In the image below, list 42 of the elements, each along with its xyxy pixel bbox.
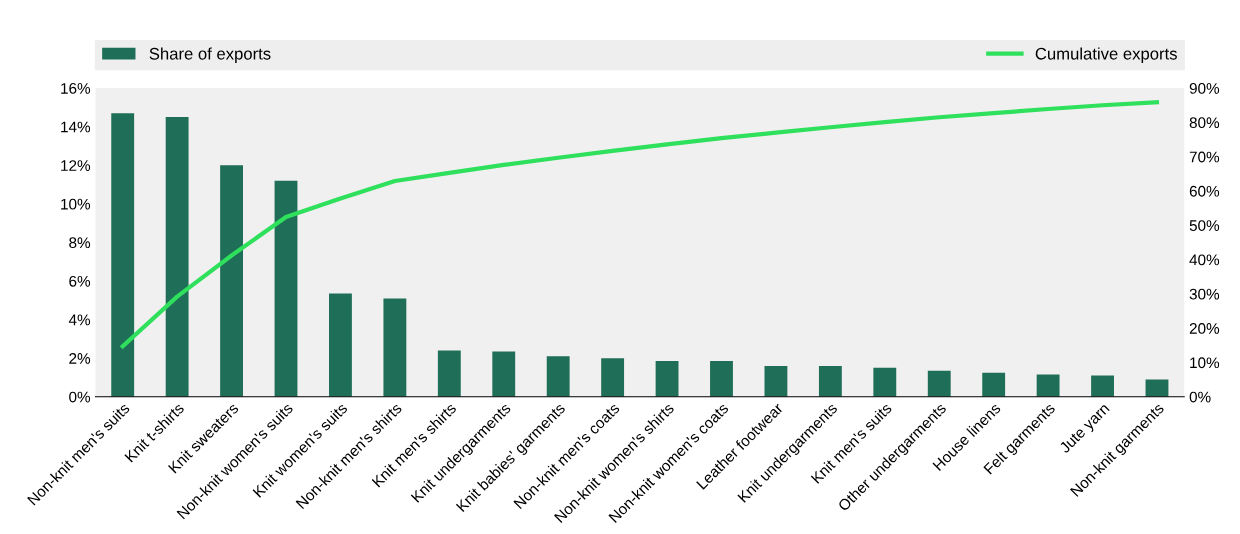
y2-tick-label: 30% <box>1189 288 1220 300</box>
y-tick-label: 6% <box>69 275 91 287</box>
line-series <box>120 100 1160 349</box>
y2-tick-label: 20% <box>1189 323 1220 334</box>
bar <box>492 351 516 397</box>
y-tick-label: 12% <box>61 160 91 171</box>
y2-tick-label: 50% <box>1189 220 1220 231</box>
bar <box>111 113 135 397</box>
y-tick-label: 4% <box>68 314 91 326</box>
bar <box>165 117 189 397</box>
y2-tick-label: 90% <box>1189 82 1220 94</box>
y2-tick-label: 10% <box>1190 357 1220 369</box>
bar <box>982 372 1006 397</box>
bar <box>710 361 733 397</box>
bar <box>873 367 897 397</box>
y2-tick-label: 60% <box>1189 185 1220 197</box>
bar <box>383 298 407 397</box>
y2-tick-label: 80% <box>1189 117 1220 129</box>
legend-label: Share of exports <box>149 47 271 63</box>
bar <box>927 370 951 397</box>
bar <box>546 356 570 397</box>
y2-tick-label: 70% <box>1189 151 1220 163</box>
y2-tick-label: 40% <box>1189 254 1220 266</box>
bar <box>655 361 679 397</box>
y2-tick-label: 0% <box>1189 391 1211 403</box>
bar <box>1145 379 1169 397</box>
bar <box>329 293 352 397</box>
y-tick-label: 10% <box>61 198 91 210</box>
legend-label: Cumulative exports <box>1035 47 1177 63</box>
y-tick-label: 2% <box>69 353 91 364</box>
bar <box>274 180 298 397</box>
bar <box>818 365 842 397</box>
bar <box>1036 374 1060 397</box>
y-tick-label: 16% <box>61 82 91 94</box>
bar <box>764 365 788 397</box>
bar <box>601 358 625 397</box>
bar <box>220 165 243 397</box>
bar <box>1091 375 1114 397</box>
y-tick-label: 14% <box>61 121 91 133</box>
y-tick-label: 0% <box>69 391 91 403</box>
y-tick-label: 8% <box>69 237 91 249</box>
bar <box>437 350 461 397</box>
